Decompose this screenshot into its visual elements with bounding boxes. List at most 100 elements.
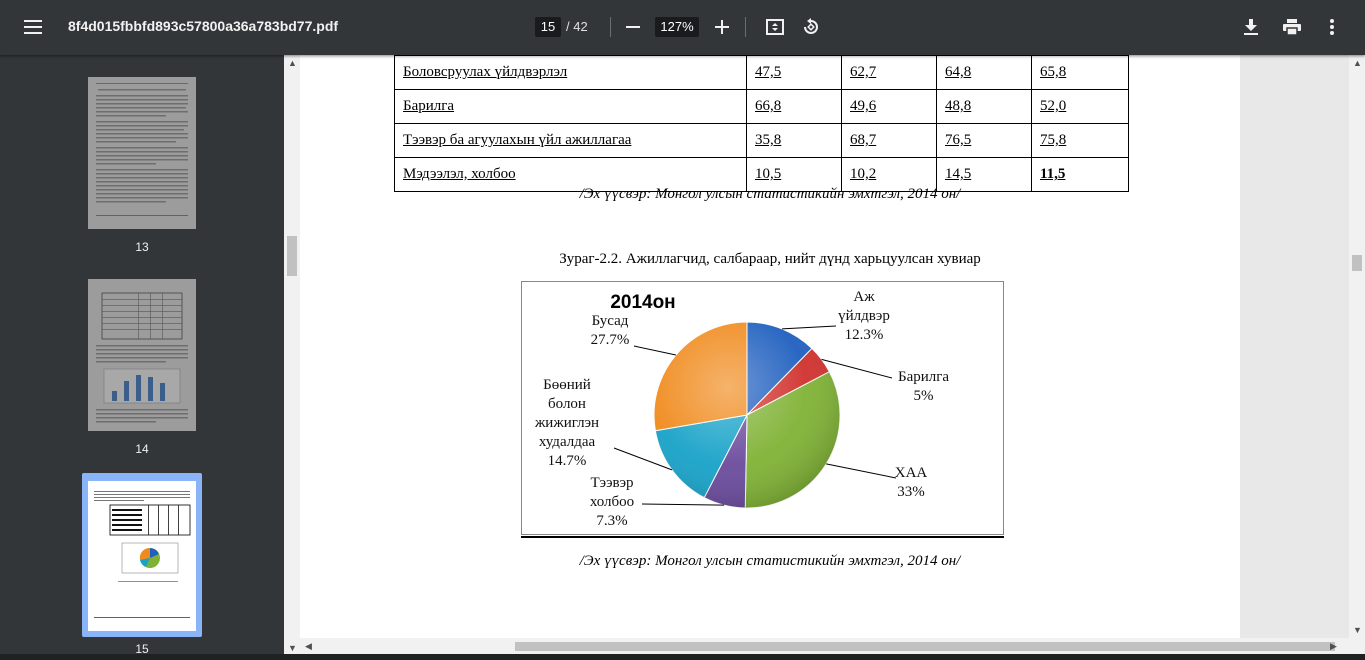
table-cell-value: 66,8	[746, 89, 842, 124]
cell-value: 76,5	[945, 132, 972, 148]
leader-line	[633, 345, 677, 356]
sidebar-scrollbar[interactable]: ▲ ▼	[284, 55, 300, 660]
table-cell-sector: Барилга	[394, 89, 747, 124]
sector-name: Тээвэр ба агуулахын үйл ажиллагаа	[403, 132, 632, 148]
scroll-right-arrow-icon[interactable]: ▶	[1330, 641, 1337, 651]
pdf-page: Боловсруулах үйлдвэрлэл 47,5 62,7 64,8 65,8 Б…	[300, 55, 1240, 638]
zoom-in-button[interactable]	[705, 10, 739, 44]
slice-label-line: болон	[548, 396, 586, 412]
print-icon[interactable]	[1275, 10, 1309, 44]
pie-slice-label: Аж үйлдвэр 12.3%	[822, 288, 906, 345]
table-cell-value: 65,8	[1031, 55, 1129, 90]
slice-value: 5%	[913, 388, 934, 404]
cell-value: 47,5	[755, 64, 782, 80]
cell-value: 64,8	[945, 64, 972, 80]
table-cell-value: 76,5	[936, 123, 1032, 158]
toolbar-divider	[610, 17, 611, 37]
cell-value: 49,6	[850, 98, 877, 114]
slice-label-line: Аж	[853, 289, 875, 305]
slice-label-line: үйлдвэр	[838, 308, 890, 324]
pie-slice-label: Барилга 5%	[886, 368, 961, 406]
scroll-left-arrow-icon[interactable]: ◀	[305, 641, 312, 651]
scroll-down-arrow-icon[interactable]: ▼	[1353, 625, 1362, 635]
slice-value: 12.3%	[844, 327, 884, 343]
table-cell-sector: Мэдээлэл, холбоо	[394, 157, 747, 192]
table-source-note: /Эх үүсвэр: Монгол улсын статистикийн эм…	[579, 186, 961, 202]
page-thumbnail-15[interactable]	[88, 481, 196, 631]
scroll-up-arrow-icon[interactable]: ▲	[1353, 58, 1362, 68]
table-cell-value: 52,0	[1031, 89, 1129, 124]
sector-name: Мэдээлэл, холбоо	[403, 166, 516, 182]
chart-title: 2014он	[610, 292, 676, 313]
page-number-input[interactable]: 15	[535, 17, 561, 37]
cell-value: 66,8	[755, 98, 782, 114]
chart-underline	[521, 536, 1004, 538]
leader-line	[821, 358, 893, 379]
cell-value: 14,5	[945, 166, 972, 182]
table-cell-value: 11,5	[1031, 157, 1129, 192]
window-bottom-edge	[0, 654, 1365, 660]
statistics-table: Боловсруулах үйлдвэрлэл 47,5 62,7 64,8 65,8 Б…	[394, 55, 1129, 192]
cell-value: 52,0	[1040, 98, 1067, 114]
cell-value: 10,5	[755, 166, 782, 182]
cell-value: 35,8	[755, 132, 782, 148]
thumbnail-preview	[88, 77, 196, 229]
scroll-up-arrow-icon[interactable]: ▲	[288, 58, 297, 68]
slice-label-line: жижиглэн	[534, 415, 600, 431]
cell-value: 75,8	[1040, 132, 1067, 148]
table-cell-value: 10,2	[841, 157, 937, 192]
rotate-icon[interactable]	[794, 10, 828, 44]
cell-value: 11,5	[1040, 166, 1066, 182]
cell-value: 62,7	[850, 64, 877, 80]
slice-label-line: Бөөний	[543, 377, 591, 393]
table-cell-value: 68,7	[841, 123, 937, 158]
pie-slice-label: Тээвэр холбоо 7.3%	[580, 474, 644, 531]
scroll-down-arrow-icon[interactable]: ▼	[288, 643, 297, 653]
cell-value: 65,8	[1040, 64, 1067, 80]
cell-value: 68,7	[850, 132, 877, 148]
sector-name: Боловсруулах үйлдвэрлэл	[403, 64, 568, 80]
toolbar-divider	[745, 17, 746, 37]
page-thumbnail-14[interactable]	[88, 279, 196, 431]
sidebar-scroll-thumb[interactable]	[287, 236, 297, 276]
pie-highlight	[654, 322, 840, 508]
pie-chart: 2014он Аж үйлдвэр 12.3% Барилга 5% ХАА 33% Тээв…	[521, 281, 1004, 535]
table-cell-value: 75,8	[1031, 123, 1129, 158]
page-thumbnail-13[interactable]	[88, 77, 196, 229]
zoom-out-button[interactable]	[616, 10, 650, 44]
leader-line	[826, 463, 897, 479]
figure-caption: Зураг-2.2. Ажиллагчид, салбараар, нийт д…	[559, 251, 981, 267]
slice-label-line: худалдаа	[538, 434, 596, 450]
horizontal-scroll-thumb[interactable]	[515, 642, 1335, 651]
cell-value: 10,2	[850, 166, 877, 182]
table-cell-value: 14,5	[936, 157, 1032, 192]
pie-chart-canvas	[613, 321, 897, 509]
table-cell-value: 64,8	[936, 55, 1032, 90]
thumbnail-page-number: 13	[135, 240, 149, 254]
thumbnail-preview	[88, 279, 196, 431]
vertical-scrollbar[interactable]: ▲ ▼	[1349, 55, 1365, 638]
slice-label-line: Бусад	[591, 313, 629, 329]
menu-icon[interactable]	[16, 10, 50, 44]
figure-source-note: /Эх үүсвэр: Монгол улсын статистикийн эм…	[579, 553, 961, 569]
zoom-level-input[interactable]: 127%	[655, 17, 699, 37]
horizontal-scrollbar[interactable]: ◀ ▶	[300, 638, 1365, 654]
download-icon[interactable]	[1234, 10, 1268, 44]
slice-label-line: холбоо	[589, 494, 635, 510]
table-cell-sector: Боловсруулах үйлдвэрлэл	[394, 55, 747, 90]
table-cell-value: 35,8	[746, 123, 842, 158]
vertical-scroll-thumb[interactable]	[1352, 255, 1362, 271]
pie-slice-label: Бөөний болон жижиглэн худалдаа 14.7%	[522, 376, 612, 471]
document-viewer[interactable]: Боловсруулах үйлдвэрлэл 47,5 62,7 64,8 65,8 Б…	[300, 55, 1350, 638]
pie-slice-label: ХАА 33%	[886, 464, 936, 502]
thumbnail-page-number: 15	[135, 642, 149, 656]
thumbnail-sidebar: 13 14 15	[0, 55, 284, 660]
thumbnail-preview	[88, 481, 196, 631]
table-row: Тээвэр ба агуулахын үйл ажиллагаа 35,8 68,…	[394, 123, 1129, 158]
leader-line	[641, 503, 725, 506]
slice-value: 27.7%	[590, 332, 630, 348]
more-options-icon[interactable]	[1315, 10, 1349, 44]
slice-label-line: ХАА	[894, 465, 928, 481]
fit-page-icon[interactable]	[758, 10, 792, 44]
slice-value: 14.7%	[547, 453, 587, 469]
